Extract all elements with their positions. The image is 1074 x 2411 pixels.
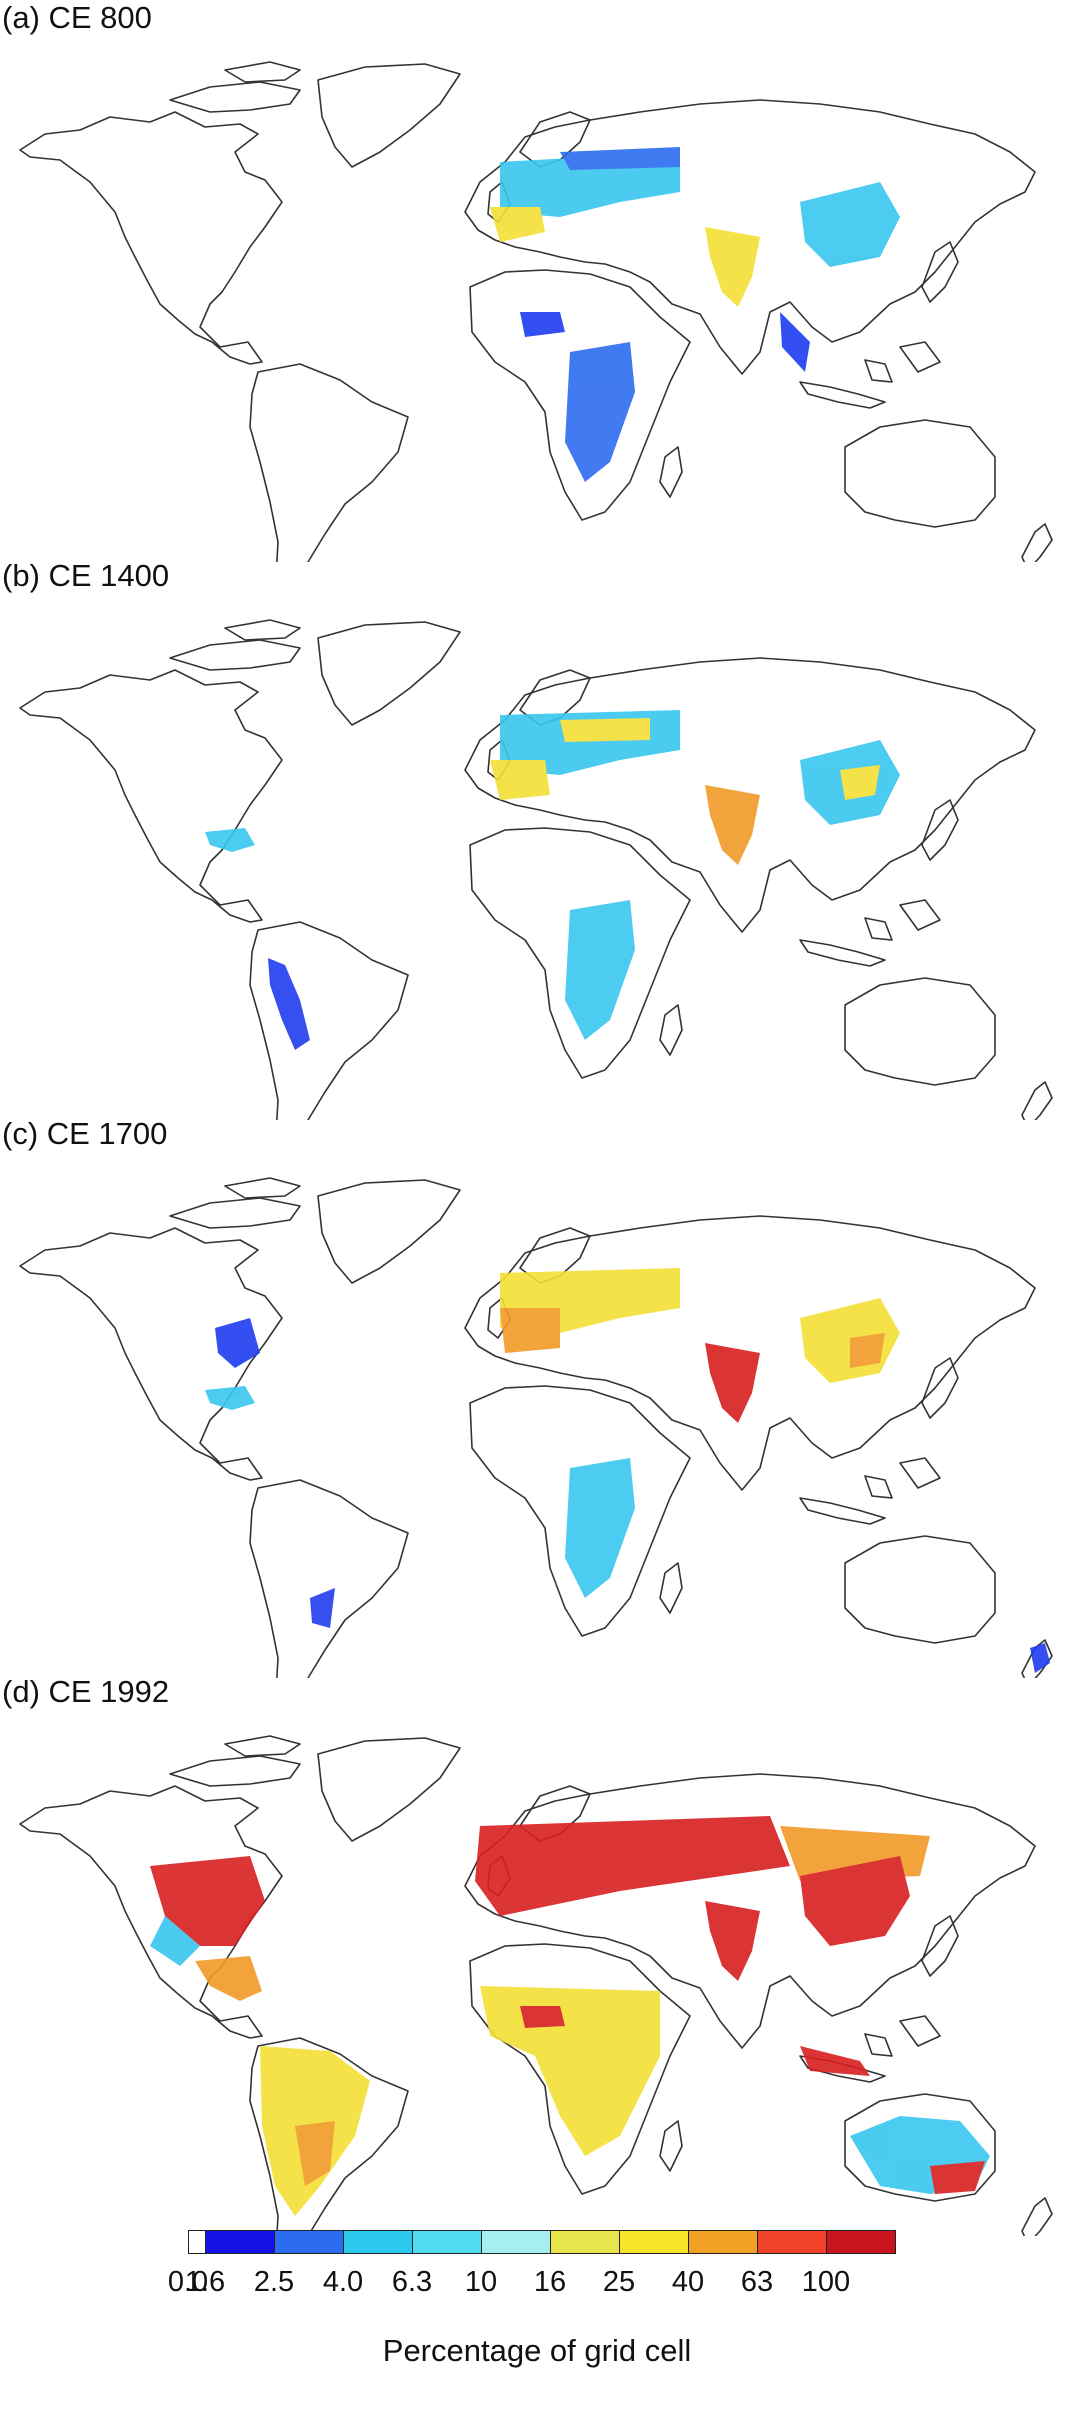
legend-tick-label: 63	[740, 2266, 774, 2298]
legend-tick-label: 2.5	[253, 2266, 295, 2298]
legend-tick-label: 100	[801, 2266, 851, 2298]
legend-tick-label: 6.3	[391, 2266, 433, 2298]
map-panel-ce-1400: (b) CE 1400	[0, 558, 1074, 1120]
legend-tick-label: 40	[671, 2266, 705, 2298]
panel-title: (b) CE 1400	[2, 558, 170, 593]
legend-tick-label: 1.6	[184, 2266, 226, 2298]
legend-title: Percentage of grid cell	[382, 2333, 692, 2368]
world-map	[19, 619, 1053, 1120]
map-panel-ce-1992: (d) CE 1992	[0, 1674, 1074, 2236]
legend-swatch	[274, 2230, 344, 2254]
legend-tick-label: 25	[602, 2266, 636, 2298]
legend-swatch	[205, 2230, 275, 2254]
legend-swatch	[550, 2230, 620, 2254]
legend-tick-label: 16	[533, 2266, 567, 2298]
legend-color-bar	[188, 2230, 896, 2254]
world-map	[19, 1735, 1053, 2236]
panel-title: (d) CE 1992	[2, 1674, 170, 1709]
map-panel-ce-800: (a) CE 800	[0, 0, 1074, 562]
map-panel-ce-1700: (c) CE 1700	[0, 1116, 1074, 1678]
legend-tick-label: 0.0	[167, 2266, 209, 2298]
legend-swatch	[412, 2230, 482, 2254]
world-map	[19, 61, 1053, 562]
legend-swatch	[343, 2230, 413, 2254]
panel-title: (c) CE 1700	[2, 1116, 168, 1151]
legend-tick-label: 10	[464, 2266, 498, 2298]
legend-swatch	[481, 2230, 551, 2254]
world-map	[19, 1177, 1053, 1678]
legend-swatch	[619, 2230, 689, 2254]
land-use-overlay	[150, 1816, 990, 2216]
color-legend: 0.0 1.6 2.5 4.0 6.3 10 16 25 40 63 100 Percentage …	[0, 2230, 1074, 2411]
legend-swatch	[188, 2230, 206, 2254]
land-use-overlay	[205, 1268, 1050, 1673]
legend-tick-label: 4.0	[322, 2266, 364, 2298]
legend-swatch	[688, 2230, 758, 2254]
land-use-overlay	[205, 710, 900, 1050]
legend-swatch	[826, 2230, 896, 2254]
legend-swatch	[757, 2230, 827, 2254]
land-use-overlay	[490, 147, 900, 482]
panel-title: (a) CE 800	[2, 0, 152, 35]
